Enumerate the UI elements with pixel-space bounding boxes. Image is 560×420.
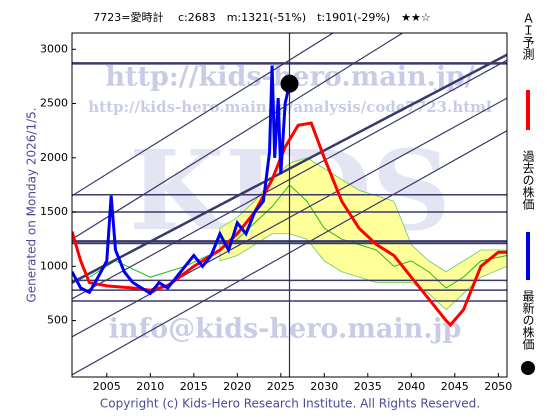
- legend-swatch: [521, 361, 535, 375]
- x-tick-label: 2020: [223, 380, 251, 393]
- x-tick-label: 2035: [354, 380, 382, 393]
- series-line: [72, 65, 291, 296]
- x-tick-label: 2015: [180, 380, 208, 393]
- x-tick-label: 2050: [484, 380, 512, 393]
- legend-label: ＡＩ予測: [521, 12, 535, 61]
- y-tick-label: 2000: [40, 151, 68, 164]
- x-tick-label: 2040: [397, 380, 425, 393]
- plot-area: KIDShttp://kids-hero.main.jp/http://kids…: [72, 33, 507, 377]
- copyright: Copyright (c) Kids-Hero Research Institu…: [100, 397, 480, 411]
- chart-title: 7723=愛時計 c:2683 m:1321(-51%) t:1901(-29%…: [93, 10, 431, 24]
- watermark: http://kids-hero.main.jp/analysis/code77…: [88, 98, 492, 116]
- latest-point: [280, 74, 299, 93]
- watermark: info@kids-hero.main.jp: [109, 314, 462, 345]
- y-tick-label: 1500: [40, 205, 68, 218]
- legend-label: 最新の株価: [521, 290, 535, 350]
- x-tick-label: 2010: [136, 380, 164, 393]
- generated-note: Generated on Monday 2026/1/5.: [25, 107, 39, 302]
- y-tick-label: 2500: [40, 97, 68, 110]
- y-tick-label: 1000: [40, 259, 68, 272]
- y-tick-label: 500: [47, 314, 68, 327]
- plot-frame: [71, 32, 508, 378]
- y-tick-label: 3000: [40, 42, 68, 55]
- legend-label: 過去の株価: [521, 150, 535, 210]
- x-tick-label: 2030: [310, 380, 338, 393]
- x-tick-label: 2045: [441, 380, 469, 393]
- x-tick-label: 2005: [93, 380, 121, 393]
- x-tick-label: 2025: [267, 380, 295, 393]
